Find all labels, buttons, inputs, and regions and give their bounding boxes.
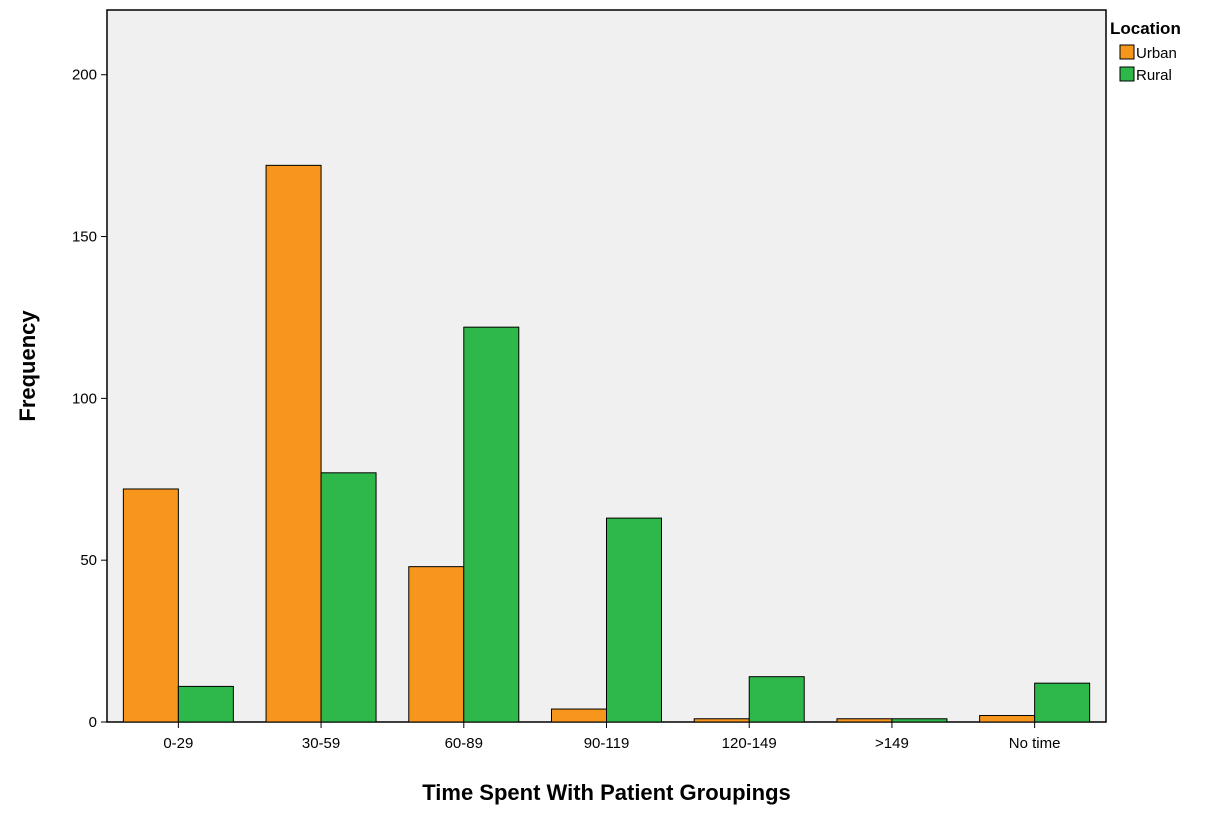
bar-urban-2 <box>408 566 465 723</box>
y-tick-label: 200 <box>72 67 97 84</box>
x-tick-label: 90-119 <box>584 735 630 752</box>
bar-rural-2 <box>463 326 520 723</box>
y-tick-label: 150 <box>72 229 97 246</box>
legend-title: Location <box>1110 19 1181 38</box>
legend-label-rural: Rural <box>1136 67 1172 84</box>
y-axis-title: Frequency <box>15 310 40 422</box>
bar-rural-4 <box>748 676 805 723</box>
legend: Location Urban Rural <box>1110 19 1181 84</box>
x-tick-label: >149 <box>875 735 909 752</box>
bar-urban-3 <box>551 708 607 723</box>
bar-rural-6 <box>1034 682 1091 723</box>
legend-items: Urban Rural <box>1119 44 1177 84</box>
y-axis: 0 50 100 150 200 <box>72 67 107 731</box>
x-axis-title: Time Spent With Patient Groupings <box>422 780 791 805</box>
x-tick-label: No time <box>1009 735 1061 752</box>
bar-urban-1 <box>265 164 322 723</box>
bar-rural-1 <box>320 472 377 723</box>
x-tick-label: 0-29 <box>163 735 193 752</box>
legend-swatch-urban <box>1119 44 1135 60</box>
bar-urban-4 <box>693 718 750 723</box>
x-tick-label: 120-149 <box>722 735 777 752</box>
y-tick-label: 0 <box>89 714 97 731</box>
x-tick-label: 30-59 <box>302 735 340 752</box>
legend-label-urban: Urban <box>1136 45 1177 62</box>
bar-rural-3 <box>606 517 662 723</box>
x-tick-label: 60-89 <box>445 735 483 752</box>
bar-urban-0 <box>122 488 179 723</box>
x-axis: 0-29 30-59 60-89 90-119 120-149 >149 No time <box>163 722 1060 752</box>
bar-urban-6 <box>979 715 1036 723</box>
bar-rural-0 <box>177 685 234 723</box>
bar-rural-5 <box>891 718 948 723</box>
y-tick-label: 100 <box>72 390 97 407</box>
bar-urban-5 <box>836 718 893 723</box>
legend-swatch-rural <box>1119 66 1135 82</box>
y-tick-label: 50 <box>80 552 97 569</box>
bars-group <box>122 164 1091 723</box>
